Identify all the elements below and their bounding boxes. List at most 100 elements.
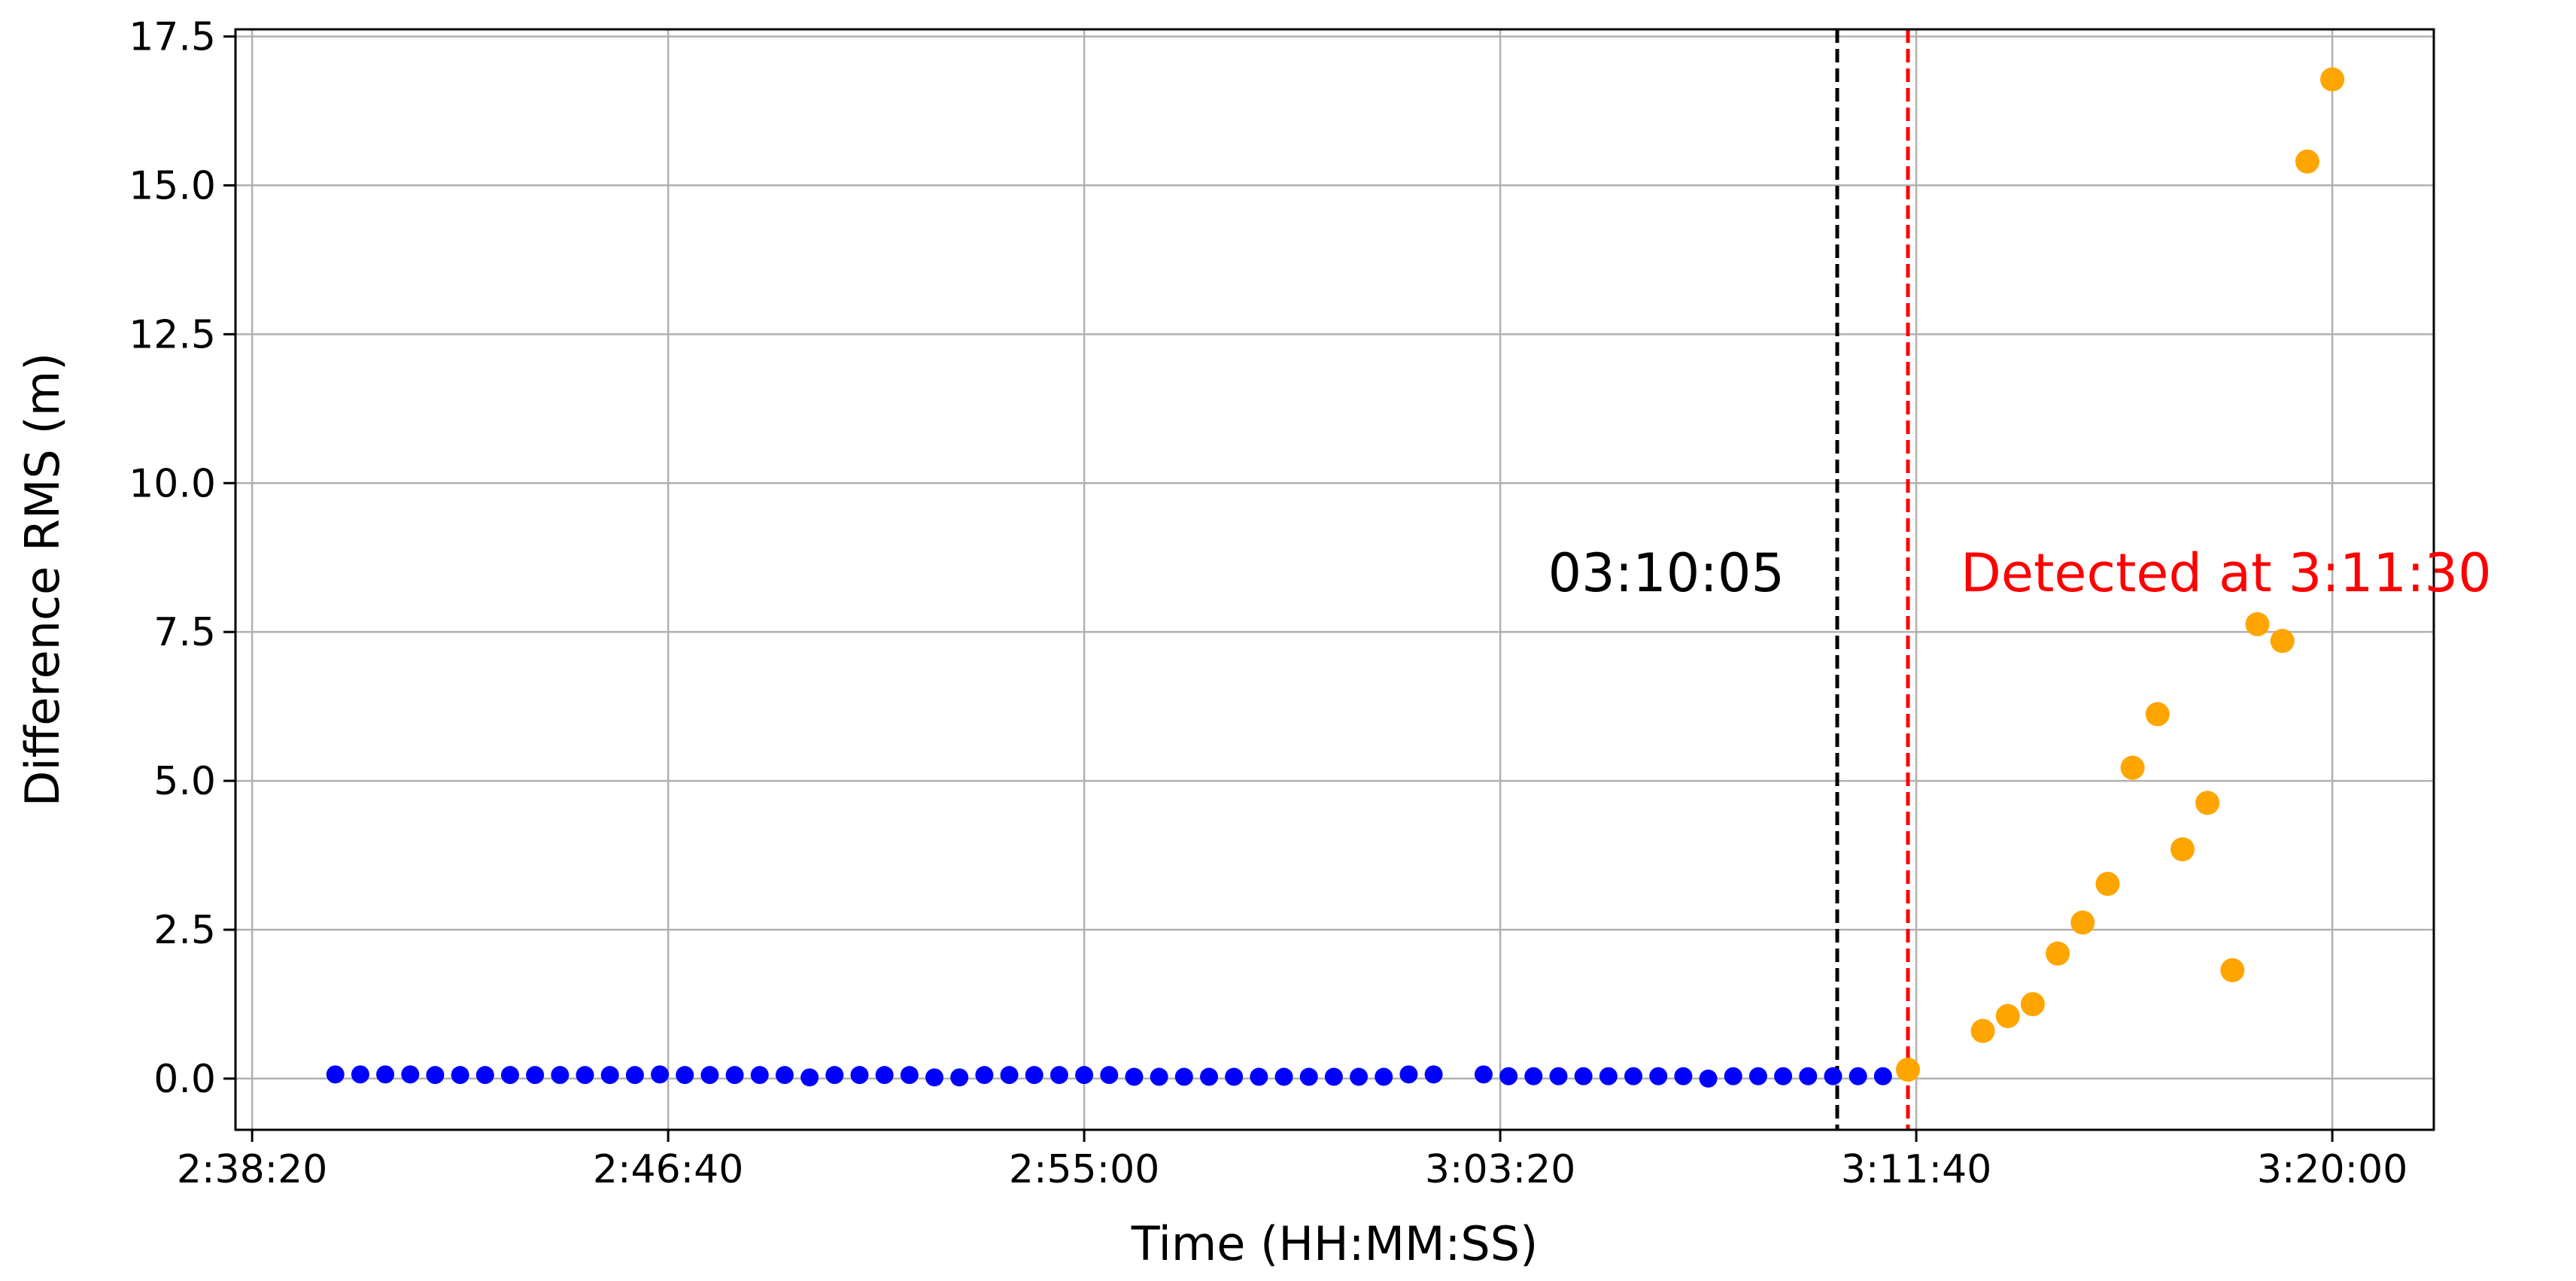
blue-point xyxy=(1474,1065,1493,1084)
blue-point xyxy=(1375,1067,1393,1086)
blue-point xyxy=(401,1065,420,1084)
blue-point xyxy=(1075,1066,1094,1085)
orange-point xyxy=(2170,837,2195,862)
y-tick-label: 15.0 xyxy=(129,163,216,208)
blue-point xyxy=(475,1066,494,1085)
x-axis-label: Time (HH:MM:SS) xyxy=(1131,1216,1539,1271)
blue-point xyxy=(625,1066,644,1085)
x-tick-label: 3:20:00 xyxy=(2257,1147,2407,1192)
blue-point xyxy=(1699,1069,1718,1088)
orange-point xyxy=(2145,702,2170,727)
x-tick-label: 2:46:40 xyxy=(593,1147,743,1192)
blue-point xyxy=(1524,1067,1543,1085)
blue-point xyxy=(1174,1067,1193,1086)
blue-point xyxy=(850,1066,869,1085)
orange-point xyxy=(2020,991,2045,1016)
blue-point xyxy=(600,1066,619,1085)
blue-point xyxy=(1225,1067,1244,1086)
blue-point xyxy=(775,1066,794,1085)
ticks: 2:38:20 2:46:40 2:55:00 3:03:20 3:11:40 3:20:… xyxy=(129,15,2407,1193)
blue-point xyxy=(725,1066,744,1085)
blue-point xyxy=(1549,1067,1568,1085)
x-tick-label: 2:55:00 xyxy=(1009,1147,1159,1192)
annotation-0: 03:10:05 xyxy=(1548,542,1785,604)
blue-point xyxy=(1574,1067,1593,1085)
blue-point xyxy=(651,1065,670,1084)
blue-point xyxy=(1125,1067,1144,1086)
blue-point xyxy=(676,1066,694,1085)
blue-point xyxy=(825,1066,844,1085)
blue-point xyxy=(326,1065,345,1084)
blue-point xyxy=(1250,1067,1268,1086)
blue-point xyxy=(1000,1066,1019,1085)
annotations: 03:10:05 Detected at 3:11:30 xyxy=(1548,542,2492,604)
blue-point xyxy=(1748,1067,1767,1085)
orange-point xyxy=(1970,1018,1995,1043)
blue-point xyxy=(1873,1067,1892,1085)
orange-point xyxy=(2245,612,2270,636)
y-tick-label: 0.0 xyxy=(153,1057,216,1102)
orange-point xyxy=(2120,755,2145,780)
blue-point xyxy=(1824,1067,1842,1085)
blue-point xyxy=(1424,1065,1443,1084)
orange-point xyxy=(1995,1003,2020,1028)
blue-point xyxy=(875,1066,894,1085)
blue-point xyxy=(975,1066,994,1085)
y-tick-label: 2.5 xyxy=(153,908,216,953)
blue-point xyxy=(1050,1066,1068,1085)
blue-point xyxy=(1724,1067,1742,1085)
blue-point xyxy=(500,1066,519,1085)
x-tick-label: 2:38:20 xyxy=(177,1147,327,1192)
blue-point xyxy=(1674,1067,1693,1085)
blue-point xyxy=(1350,1067,1368,1086)
blue-point xyxy=(351,1065,369,1084)
blue-point xyxy=(551,1066,570,1085)
blue-point xyxy=(376,1065,395,1084)
blue-point xyxy=(526,1066,545,1085)
blue-point xyxy=(1025,1066,1043,1085)
orange-point xyxy=(2070,910,2095,935)
y-tick-label: 5.0 xyxy=(153,759,216,804)
orange-point xyxy=(2270,629,2295,654)
blue-point xyxy=(1848,1067,1867,1085)
orange-point xyxy=(2320,67,2345,92)
blue-point xyxy=(1274,1067,1293,1086)
orange-point xyxy=(2046,941,2070,966)
blue-point xyxy=(576,1066,594,1085)
orange-point xyxy=(2220,958,2245,982)
blue-point xyxy=(950,1068,969,1087)
y-tick-label: 7.5 xyxy=(153,610,216,655)
blue-point xyxy=(1499,1067,1518,1085)
orange-point xyxy=(2195,791,2220,815)
annotation-1: Detected at 3:11:30 xyxy=(1961,542,2492,604)
blue-point xyxy=(1299,1067,1318,1086)
data-points xyxy=(326,67,2345,1088)
blue-point xyxy=(1324,1067,1343,1086)
vertical-lines xyxy=(1835,29,1910,1130)
blue-point xyxy=(750,1066,769,1085)
grid xyxy=(235,29,2434,1130)
blue-point xyxy=(1100,1066,1119,1085)
orange-point xyxy=(2095,872,2120,897)
blue-point xyxy=(925,1068,944,1087)
x-tick-label: 3:11:40 xyxy=(1841,1147,1991,1192)
blue-point xyxy=(1199,1067,1218,1086)
blue-point xyxy=(700,1066,719,1085)
orange-point xyxy=(1896,1058,1921,1082)
blue-point xyxy=(900,1066,919,1085)
blue-point xyxy=(800,1068,819,1087)
y-tick-label: 12.5 xyxy=(129,312,216,357)
y-tick-label: 10.0 xyxy=(129,461,216,506)
axes-frame xyxy=(234,28,2435,1131)
blue-point xyxy=(1624,1067,1643,1085)
blue-point xyxy=(1599,1067,1618,1085)
blue-point xyxy=(1649,1067,1668,1085)
blue-point xyxy=(1774,1067,1793,1085)
y-axis-label: Difference RMS (m) xyxy=(15,353,70,807)
x-tick-label: 3:03:20 xyxy=(1425,1147,1575,1192)
blue-point xyxy=(426,1066,445,1085)
blue-point xyxy=(1799,1067,1818,1085)
blue-point xyxy=(1150,1067,1168,1086)
orange-point xyxy=(2295,149,2319,174)
